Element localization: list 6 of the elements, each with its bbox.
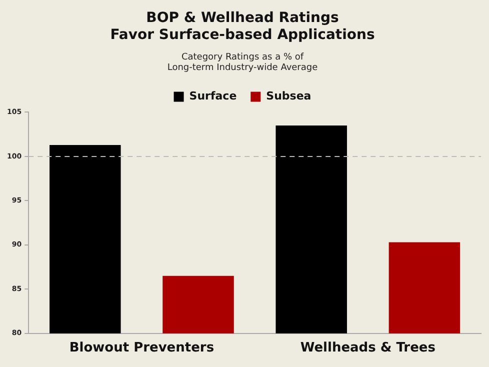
x-tick-label: Wellheads & Trees: [300, 340, 436, 356]
legend-label: Subsea: [266, 90, 312, 103]
chart-subtitle: Category Ratings as a % of Long-term Industry-wide Average: [167, 52, 318, 74]
legend-label: Surface: [189, 90, 237, 103]
chart-title: BOP & Wellhead Ratings Favor Surface-based Applications: [110, 10, 375, 43]
x-tick-label: Blowout Preventers: [69, 340, 214, 356]
